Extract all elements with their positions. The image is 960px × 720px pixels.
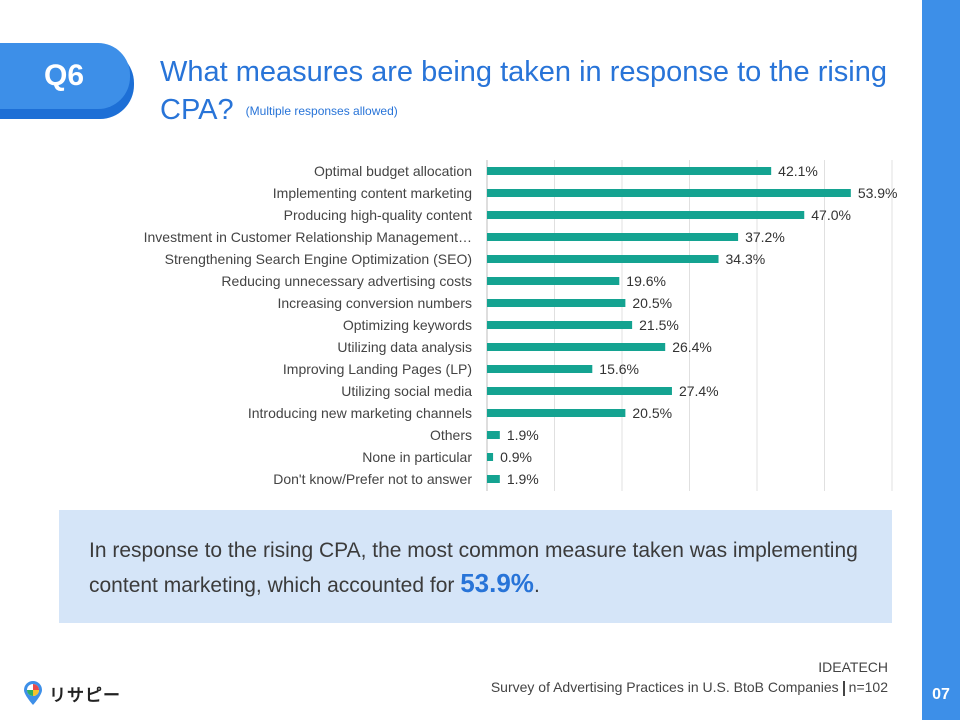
summary-text: In response to the rising CPA, the most … <box>89 539 858 597</box>
category-label: Improving Landing Pages (LP) <box>283 361 472 377</box>
bar <box>487 233 739 241</box>
badge-label: Q6 <box>0 43 130 109</box>
category-label: Investment in Customer Relationship Mana… <box>144 229 472 245</box>
value-label: 47.0% <box>811 207 851 223</box>
bar <box>487 431 500 439</box>
page-title: What measures are being taken in respons… <box>160 53 900 130</box>
category-label: Others <box>430 427 472 443</box>
brand-logo: リサピー <box>22 680 121 706</box>
source-info: IDEATECH Survey of Advertising Practices… <box>491 657 888 697</box>
right-accent-band <box>922 0 960 720</box>
title-text: What measures are being taken in respons… <box>160 56 888 126</box>
value-label: 53.9% <box>858 185 898 201</box>
category-label: None in particular <box>362 449 472 465</box>
value-label: 26.4% <box>672 339 712 355</box>
value-label: 27.4% <box>679 383 719 399</box>
value-label: 21.5% <box>639 317 679 333</box>
source-n: n=102 <box>848 679 888 695</box>
category-label: Implementing content marketing <box>273 185 472 201</box>
page-number: 07 <box>932 686 950 703</box>
value-label: 37.2% <box>745 229 785 245</box>
bar-chart: Optimal budget allocation 42.1% Implementi… <box>144 160 898 491</box>
bar <box>487 365 593 373</box>
bar <box>487 167 772 175</box>
category-label: Reducing unnecessary advertising costs <box>221 273 472 289</box>
value-label: 19.6% <box>626 273 666 289</box>
chart-bars: Optimal budget allocation 42.1% Implementi… <box>144 163 898 487</box>
value-label: 20.5% <box>632 405 672 421</box>
bar <box>487 475 500 483</box>
title-note: (Multiple responses allowed) <box>245 104 398 119</box>
source-separator <box>842 680 845 696</box>
category-label: Strengthening Search Engine Optimization… <box>165 251 472 267</box>
source-org: IDEATECH <box>818 659 888 675</box>
category-label: Increasing conversion numbers <box>277 295 472 311</box>
category-label: Optimizing keywords <box>343 317 472 333</box>
bar <box>487 343 666 351</box>
category-label: Optimal budget allocation <box>314 163 472 179</box>
bar <box>487 277 620 285</box>
bar <box>487 211 805 219</box>
category-label: Don't know/Prefer not to answer <box>273 471 472 487</box>
category-label: Introducing new marketing channels <box>248 405 472 421</box>
source-line: Survey of Advertising Practices in U.S. … <box>491 677 888 697</box>
bar <box>487 321 633 329</box>
bar <box>487 299 626 307</box>
value-label: 20.5% <box>632 295 672 311</box>
pin-logo-icon <box>24 681 42 705</box>
value-label: 15.6% <box>599 361 639 377</box>
bar <box>487 409 626 417</box>
category-label: Utilizing social media <box>341 383 472 399</box>
logo-text: リサピー <box>49 685 121 705</box>
question-badge: Q6 <box>0 43 134 119</box>
value-label: 0.9% <box>500 449 532 465</box>
value-label: 1.9% <box>507 427 539 443</box>
value-label: 42.1% <box>778 163 818 179</box>
bar <box>487 255 719 263</box>
bar <box>487 189 851 197</box>
value-label: 1.9% <box>507 471 539 487</box>
summary-end: . <box>533 574 540 597</box>
value-label: 34.3% <box>726 251 766 267</box>
bar <box>487 453 494 461</box>
category-label: Producing high-quality content <box>284 207 472 223</box>
category-label: Utilizing data analysis <box>337 339 472 355</box>
source-survey: Survey of Advertising Practices in U.S. … <box>490 679 839 695</box>
summary-box: In response to the rising CPA, the most … <box>59 510 892 623</box>
bar <box>487 387 672 395</box>
summary-highlight: 53.9% <box>460 568 534 598</box>
